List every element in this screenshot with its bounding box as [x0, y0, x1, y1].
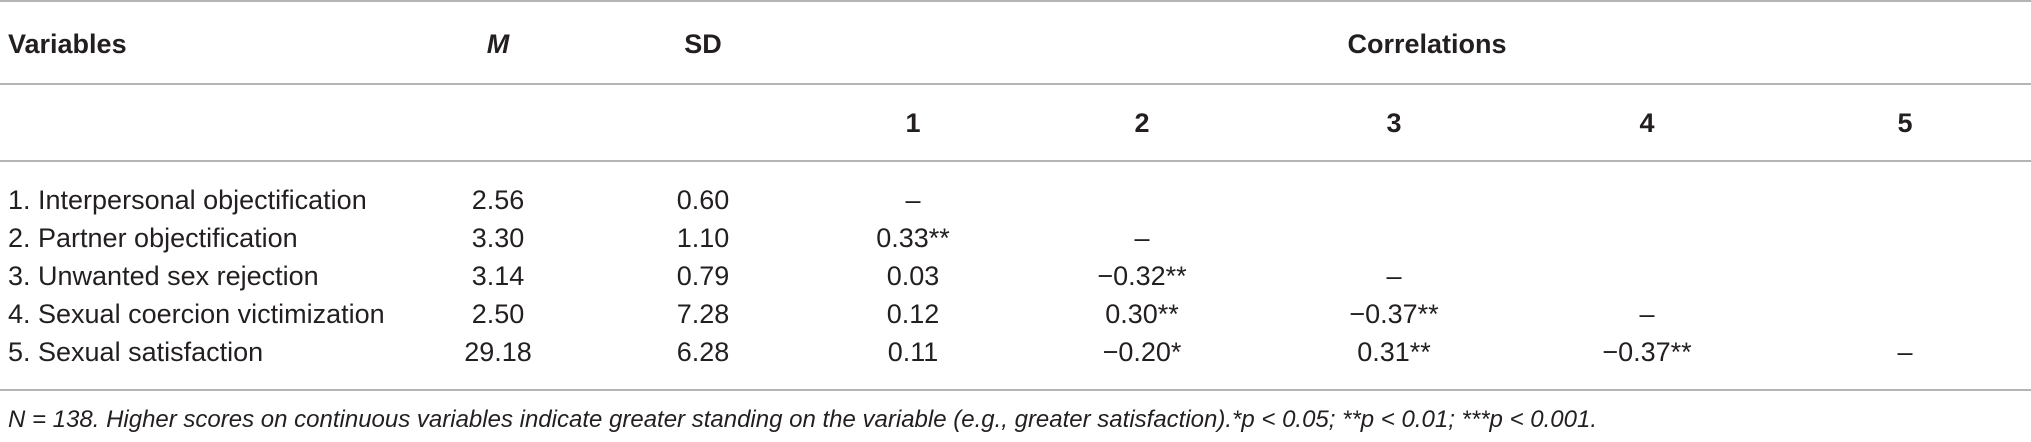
corr-cell: −0.20*: [1102, 337, 1182, 367]
header-variables: Variables: [8, 29, 127, 59]
corr-cell: –: [1897, 337, 1913, 367]
corr-cell: –: [1639, 299, 1655, 329]
corr-cell: −0.37**: [1602, 337, 1692, 367]
row-mean: 2.56: [471, 185, 525, 215]
row-mean: 2.50: [471, 299, 525, 329]
subheader-rule: [0, 160, 2031, 162]
bottom-rule: [0, 389, 2031, 391]
header-correlations: Correlations: [1347, 29, 1507, 59]
corr-col-4: 4: [1639, 108, 1655, 138]
corr-cell: –: [905, 185, 921, 215]
row-label: 3. Unwanted sex rejection: [8, 261, 319, 291]
corr-cell: 0.30**: [1105, 299, 1179, 329]
row-sd: 0.60: [676, 185, 730, 215]
corr-cell: 0.12: [886, 299, 940, 329]
corr-cell: −0.37**: [1349, 299, 1439, 329]
header-mean: M: [486, 29, 510, 59]
table-footnote: N = 138. Higher scores on continuous var…: [8, 406, 1597, 433]
corr-cell: −0.32**: [1097, 261, 1187, 291]
row-label: 1. Interpersonal objectification: [8, 185, 367, 215]
corr-cell: 0.03: [886, 261, 940, 291]
row-sd: 1.10: [676, 223, 730, 253]
row-mean: 3.30: [471, 223, 525, 253]
row-mean: 3.14: [471, 261, 525, 291]
row-sd: 6.28: [676, 337, 730, 367]
row-label: 2. Partner objectification: [8, 223, 298, 253]
row-mean: 29.18: [464, 337, 532, 367]
row-label: 5. Sexual satisfaction: [8, 337, 264, 367]
row-label: 4. Sexual coercion victimization: [8, 299, 385, 329]
corr-col-2: 2: [1134, 108, 1150, 138]
top-rule: [0, 0, 2031, 2]
corr-col-3: 3: [1386, 108, 1402, 138]
corr-cell: 0.11: [887, 337, 939, 367]
corr-cell: 0.33**: [876, 223, 950, 253]
row-sd: 7.28: [676, 299, 730, 329]
row-sd: 0.79: [676, 261, 730, 291]
corr-col-1: 1: [905, 108, 921, 138]
corr-col-5: 5: [1897, 108, 1913, 138]
corr-cell: 0.31**: [1357, 337, 1431, 367]
corr-cell: –: [1134, 223, 1150, 253]
corr-cell: –: [1386, 261, 1402, 291]
header-rule: [0, 83, 2031, 85]
header-sd: SD: [684, 29, 722, 59]
